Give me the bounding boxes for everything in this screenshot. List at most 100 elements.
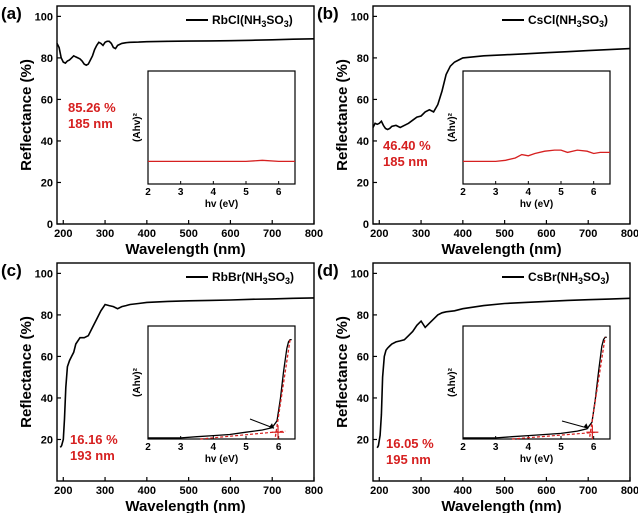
x-tick-label: 700 — [579, 228, 597, 240]
inset-x-tick-label: 2 — [460, 187, 466, 198]
x-tick-label: 300 — [96, 228, 114, 240]
y-tick-label: 80 — [357, 310, 369, 322]
reflectance-curve — [376, 297, 631, 449]
inset-plot: 2 3 4 5 6 hv (eV) (Ahv)² — [447, 70, 611, 210]
x-tick-label: 600 — [537, 485, 555, 497]
legend-label: RbCl(NH3SO3) — [212, 13, 293, 29]
annotation-text: 16.16 % — [70, 432, 118, 447]
plot-frame — [56, 5, 315, 225]
x-axis-title: Wavelength (nm) — [441, 498, 561, 513]
inset-x-axis-title: hv (eV) — [520, 199, 553, 210]
y-tick-label: 60 — [357, 94, 369, 106]
y-tick-label: 40 — [41, 393, 53, 405]
y-tick-label: 100 — [35, 11, 53, 23]
reflectance-curve — [56, 38, 315, 67]
pointer-arrow-head — [269, 423, 275, 429]
y-axis-title: Reflectance (%) — [18, 316, 35, 428]
x-tick-label: 700 — [579, 485, 597, 497]
x-axis-title: Wavelength (nm) — [125, 241, 245, 258]
x-tick-label: 500 — [495, 485, 513, 497]
inset-x-tick-label: 5 — [243, 442, 249, 453]
x-tick-label: 200 — [54, 228, 72, 240]
pointer-arrow-head — [583, 423, 589, 429]
y-tick-label: 60 — [357, 351, 369, 363]
panel-c: 200 300 400 500 600 700 800 20 40 60 80 100 Waveleng… — [1, 261, 323, 513]
annotation-text: 195 nm — [386, 452, 431, 467]
inset-frame — [462, 325, 611, 440]
plot-frame — [372, 5, 631, 225]
y-tick-label: 100 — [351, 268, 369, 280]
inset-x-tick-label: 5 — [243, 187, 249, 198]
inset-y-axis-title: (Ahv)² — [132, 367, 143, 397]
y-tick-label: 100 — [35, 268, 53, 280]
x-tick-label: 200 — [370, 485, 388, 497]
inset-x-axis-title: hv (eV) — [520, 454, 553, 465]
inset-y-axis-title: (Ahv)² — [447, 367, 458, 397]
x-axis-title: Wavelength (nm) — [441, 241, 561, 258]
inset-x-tick-label: 6 — [591, 442, 597, 453]
inset-x-tick-label: 3 — [493, 187, 499, 198]
annotation-text: 185 nm — [383, 154, 428, 169]
x-axis-title: Wavelength (nm) — [125, 498, 245, 513]
inset-x-tick-label: 4 — [526, 442, 532, 453]
reflectance-curve — [59, 297, 315, 448]
y-tick-label: 20 — [41, 177, 53, 189]
panel-a: 200 300 400 500 600 700 800 0 20 40 60 80 100 Wavelen… — [1, 4, 323, 258]
x-tick-label: 600 — [537, 228, 555, 240]
annotation-text: 193 nm — [70, 448, 115, 463]
y-tick-label: 80 — [41, 310, 53, 322]
inset-x-tick-label: 4 — [526, 187, 532, 198]
inset-x-tick-label: 3 — [178, 442, 184, 453]
x-tick-label: 700 — [263, 228, 281, 240]
y-axis-title: Reflectance (%) — [18, 59, 35, 171]
x-tick-label: 500 — [179, 485, 197, 497]
x-tick-label: 800 — [305, 228, 323, 240]
x-tick-label: 200 — [370, 228, 388, 240]
y-tick-label: 100 — [351, 11, 369, 23]
panel-label: (d) — [317, 261, 339, 280]
inset-frame — [147, 70, 296, 185]
y-tick-label: 40 — [357, 393, 369, 405]
y-tick-label: 60 — [41, 351, 53, 363]
legend-label: CsCl(NH3SO3) — [528, 13, 608, 29]
y-tick-label: 0 — [363, 219, 369, 231]
inset-tauc-curve — [148, 159, 295, 163]
annotation-text: 16.05 % — [386, 436, 434, 451]
legend-label: CsBr(NH3SO3) — [528, 270, 609, 286]
y-tick-label: 80 — [41, 53, 53, 65]
inset-tauc-curve — [463, 149, 610, 163]
panel-label: (a) — [1, 4, 22, 23]
y-tick-label: 20 — [357, 434, 369, 446]
annotation-text: 85.26 % — [68, 100, 116, 115]
annotation-text: 185 nm — [68, 116, 113, 131]
inset-x-tick-label: 6 — [591, 187, 597, 198]
y-tick-label: 0 — [47, 219, 53, 231]
inset-frame — [462, 70, 611, 185]
y-tick-label: 20 — [357, 177, 369, 189]
x-tick-label: 800 — [305, 485, 323, 497]
x-tick-label: 200 — [54, 485, 72, 497]
x-tick-label: 300 — [412, 228, 430, 240]
reflectance-curve — [372, 47, 631, 131]
panel-b: 200 300 400 500 600 700 800 0 20 40 60 80 100 Wavelen… — [317, 4, 638, 258]
x-tick-label: 500 — [179, 228, 197, 240]
x-tick-label: 700 — [263, 485, 281, 497]
inset-x-tick-label: 3 — [178, 187, 184, 198]
inset-plot: 2 3 4 5 6 hv (eV) (Ahv)² — [447, 325, 611, 465]
x-tick-label: 800 — [621, 228, 638, 240]
inset-x-tick-label: 6 — [276, 187, 282, 198]
x-tick-label: 400 — [138, 485, 156, 497]
inset-x-tick-label: 6 — [276, 442, 282, 453]
inset-x-tick-label: 2 — [145, 442, 151, 453]
inset-plot: 2 3 4 5 6 hv (eV) (Ahv)² — [132, 70, 296, 210]
panel-label: (c) — [1, 261, 22, 280]
inset-x-tick-label: 5 — [558, 442, 564, 453]
inset-plot: 2 3 4 5 6 hv (eV) (Ahv)² — [132, 325, 296, 465]
panel-label: (b) — [317, 4, 339, 23]
inset-y-axis-title: (Ahv)² — [132, 112, 143, 142]
inset-x-tick-label: 4 — [211, 187, 217, 198]
annotation-text: 46.40 % — [383, 138, 431, 153]
plot-frame — [56, 262, 315, 482]
inset-frame — [147, 325, 296, 440]
